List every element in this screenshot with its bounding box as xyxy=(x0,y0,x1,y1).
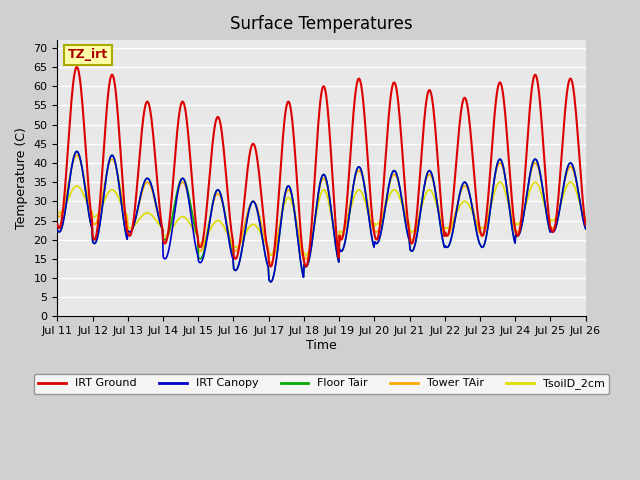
Title: Surface Temperatures: Surface Temperatures xyxy=(230,15,413,33)
Y-axis label: Temperature (C): Temperature (C) xyxy=(15,127,28,229)
X-axis label: Time: Time xyxy=(306,339,337,352)
Text: TZ_irt: TZ_irt xyxy=(68,48,108,61)
Legend: IRT Ground, IRT Canopy, Floor Tair, Tower TAir, TsoilD_2cm: IRT Ground, IRT Canopy, Floor Tair, Towe… xyxy=(34,374,609,394)
